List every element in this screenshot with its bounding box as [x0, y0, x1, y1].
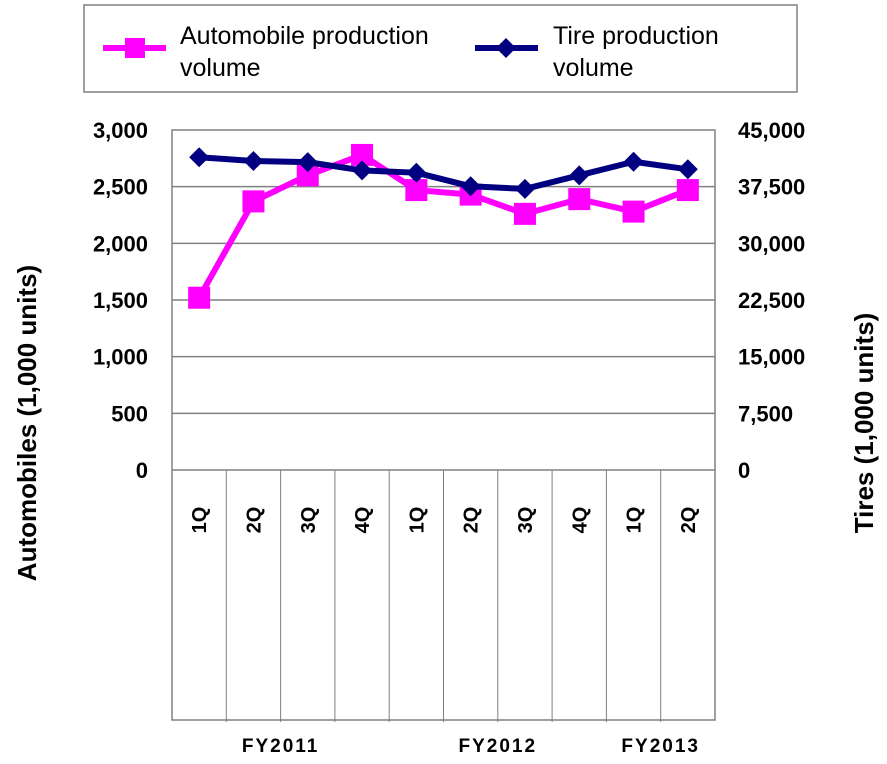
- legend-box: [83, 4, 798, 93]
- category-label: 3Q: [515, 507, 537, 534]
- gridlines: [172, 185, 715, 471]
- automobile-point: [188, 286, 211, 309]
- legend-label-automobile-line2: volume: [180, 54, 261, 82]
- plot-area: 0 500 1,000 1,500 2,000 2,500 3,000 0 7,500 15,0…: [93, 118, 805, 757]
- automobile-point: [351, 143, 374, 166]
- right-tick-label: 15,000: [738, 345, 805, 370]
- left-tick-label: 500: [111, 401, 148, 426]
- right-tick-label: 22,500: [738, 288, 805, 313]
- legend: Automobile production volume Tire produc…: [83, 4, 798, 93]
- category-label: 2Q: [243, 507, 265, 534]
- right-tick-label: 30,000: [738, 231, 805, 256]
- tire-point: [406, 162, 427, 183]
- left-tick-label: 2,500: [93, 175, 148, 200]
- right-tick-label: 7,500: [738, 401, 793, 426]
- automobile-point: [622, 200, 645, 223]
- left-tick-label: 3,000: [93, 118, 148, 143]
- tire-point: [352, 160, 373, 181]
- right-tick-label: 45,000: [738, 118, 805, 143]
- tire-point: [243, 150, 264, 171]
- category-label: 1Q: [189, 507, 211, 534]
- automobile-series-line: [196, 151, 689, 300]
- series-tire: [189, 147, 698, 199]
- tire-point: [514, 178, 535, 199]
- right-tick-label: 0: [738, 458, 750, 483]
- category-label: 1Q: [406, 507, 428, 534]
- automobile-point: [676, 179, 699, 202]
- category-group-label: FY2011: [242, 736, 320, 757]
- tire-point: [297, 152, 318, 173]
- category-group-label: FY2013: [621, 736, 700, 757]
- category-label: 2Q: [461, 507, 483, 534]
- right-axis-title: Tires (1,000 units): [849, 313, 879, 534]
- category-label: 1Q: [624, 507, 646, 534]
- category-axis: 1Q 2Q 3Q 4Q 1Q 2Q 3Q 4Q 1Q 2Q FY2011 FY2012 FY2013: [189, 470, 700, 757]
- right-tick-label: 37,500: [738, 175, 805, 200]
- left-tick-label: 1,500: [93, 288, 148, 313]
- left-tick-label: 0: [136, 458, 148, 483]
- tire-point: [677, 159, 698, 180]
- automobile-point: [296, 164, 319, 187]
- legend-swatch-automobile-marker: [125, 38, 145, 58]
- left-axis-ticks: 0 500 1,000 1,500 2,000 2,500 3,000: [93, 118, 148, 483]
- category-label: 3Q: [298, 507, 320, 534]
- category-label: 4Q: [352, 507, 374, 534]
- legend-swatch-tire-marker: [496, 38, 516, 58]
- tire-series-line: [198, 154, 689, 192]
- automobile-point: [405, 179, 428, 202]
- tire-point: [569, 165, 590, 186]
- tire-point: [623, 151, 644, 172]
- left-tick-label: 1,000: [93, 345, 148, 370]
- automobile-point: [513, 202, 536, 225]
- category-label: 4Q: [569, 507, 591, 534]
- series-automobile: [188, 143, 699, 309]
- tire-point: [189, 147, 210, 168]
- tire-point: [460, 176, 481, 197]
- automobile-point: [568, 188, 591, 211]
- right-axis-ticks: 0 7,500 15,000 22,500 30,000 37,500 45,000: [738, 118, 805, 483]
- legend-label-tire-line2: volume: [553, 54, 634, 82]
- legend-label-tire-line1: Tire production: [553, 22, 719, 50]
- left-axis-title: Automobiles (1,000 units): [12, 265, 42, 581]
- category-group-label: FY2012: [459, 736, 538, 757]
- category-label: 2Q: [678, 507, 700, 534]
- legend-label-automobile-line1: Automobile production: [180, 22, 429, 50]
- left-tick-label: 2,000: [93, 231, 148, 256]
- automobile-point: [242, 190, 265, 213]
